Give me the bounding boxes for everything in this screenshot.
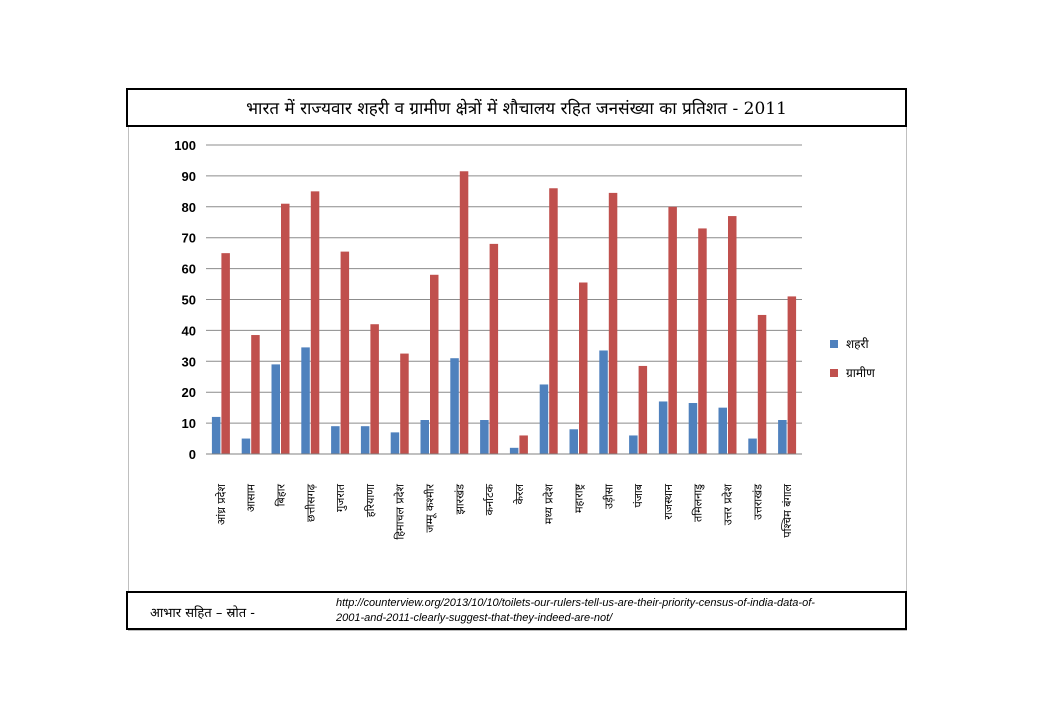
bar-urban xyxy=(718,407,727,454)
bar-rural xyxy=(221,253,230,454)
x-tick-label: राजस्थान xyxy=(662,483,675,519)
bar-urban xyxy=(450,358,459,454)
bar-urban xyxy=(211,416,221,454)
bar-rural xyxy=(400,353,409,454)
source-label: आभार सहित – स्रोत - xyxy=(150,606,255,621)
x-tick-label: झारखंड xyxy=(453,484,466,515)
y-tick-label: 0 xyxy=(189,447,196,462)
bar-rural xyxy=(579,282,588,454)
y-tick-label: 30 xyxy=(182,354,196,369)
y-tick-label: 100 xyxy=(174,138,196,153)
x-tick-label: तमिलनाडु xyxy=(692,484,705,522)
bar-rural xyxy=(340,251,350,454)
bar-rural xyxy=(370,324,379,454)
bar-urban xyxy=(569,429,578,454)
bar-urban xyxy=(688,403,698,454)
source-url[interactable]: http://counterview.org/2013/10/10/toilet… xyxy=(336,597,815,624)
bar-urban xyxy=(331,426,340,454)
bar-rural xyxy=(698,228,707,454)
bar-rural xyxy=(608,192,618,454)
bar-rural xyxy=(489,243,499,454)
y-tick-label: 40 xyxy=(182,323,196,338)
legend-label: शहरी xyxy=(846,337,869,351)
bar-urban xyxy=(271,364,280,454)
x-tick-label: पश्चिम बंगाल xyxy=(781,483,794,537)
bar-urban xyxy=(748,438,757,454)
bar-urban xyxy=(629,435,638,454)
bar-rural xyxy=(251,335,260,454)
x-tick-label: बिहार xyxy=(275,484,288,507)
legend-item-urban: शहरी xyxy=(830,335,869,352)
y-tick-label: 60 xyxy=(182,262,196,277)
bar-rural xyxy=(430,274,439,454)
bar-urban xyxy=(658,401,668,454)
x-tick-label: हिमाचल प्रदेश xyxy=(394,483,407,539)
bar-rural xyxy=(519,435,528,454)
source-box: आभार सहित – स्रोत - http://counterview.o… xyxy=(126,591,907,630)
bar-rural xyxy=(281,203,290,454)
x-tick-label: उड़ीसा xyxy=(602,484,615,509)
x-tick-label: उत्तराखंड xyxy=(751,484,764,520)
y-tick-label: 10 xyxy=(182,416,196,431)
x-tick-label: गुजरात xyxy=(334,483,347,512)
x-tick-label: कर्नाटक xyxy=(483,483,496,515)
x-tick-label: आसाम xyxy=(245,484,258,513)
chart-title: भारत में राज्यवार शहरी व ग्रामीण क्षेत्र… xyxy=(246,99,787,119)
x-tick-label: जम्मू कश्मीर xyxy=(424,484,438,533)
legend-item-rural: ग्रामीण xyxy=(830,364,875,381)
x-tick-label: पंजाब xyxy=(632,483,645,507)
x-tick-label: आंध्र प्रदेश xyxy=(215,483,228,525)
y-tick-label: 80 xyxy=(182,200,196,215)
x-tick-label: केरल xyxy=(513,483,526,504)
bar-urban xyxy=(480,420,489,454)
bar-rural xyxy=(787,296,797,454)
y-tick-label: 70 xyxy=(182,231,196,246)
bar-rural xyxy=(668,206,677,454)
x-tick-label: उत्तर प्रदेश xyxy=(722,483,735,525)
y-tick-label: 20 xyxy=(182,385,196,400)
x-tick-label: मध्य प्रदेश xyxy=(543,483,556,524)
bar-urban xyxy=(599,350,608,454)
y-tick-label: 50 xyxy=(182,293,196,308)
x-tick-label: महाराष्ट्र xyxy=(573,483,586,513)
bar-rural xyxy=(549,188,558,454)
title-box: भारत में राज्यवार शहरी व ग्रामीण क्षेत्र… xyxy=(126,88,907,127)
bar-urban xyxy=(778,420,787,454)
bar-rural xyxy=(757,314,767,454)
bar-urban xyxy=(509,447,519,454)
legend-swatch xyxy=(830,368,838,377)
bar-urban xyxy=(360,426,370,454)
y-tick-label: 90 xyxy=(182,169,196,184)
x-tick-label: छत्तीसगढ़ xyxy=(304,483,317,522)
legend-swatch xyxy=(830,339,838,348)
x-tick-label: हरियाणा xyxy=(364,484,377,517)
bar-urban xyxy=(390,432,400,454)
bar-rural xyxy=(459,171,469,454)
bar-rural xyxy=(638,365,648,454)
bar-urban xyxy=(539,384,549,454)
bar-rural xyxy=(310,191,320,454)
bar-urban xyxy=(301,347,310,454)
bar-rural xyxy=(728,216,737,454)
legend-label: ग्रामीण xyxy=(846,366,875,380)
bar-urban xyxy=(420,420,429,454)
bar-urban xyxy=(241,438,251,454)
